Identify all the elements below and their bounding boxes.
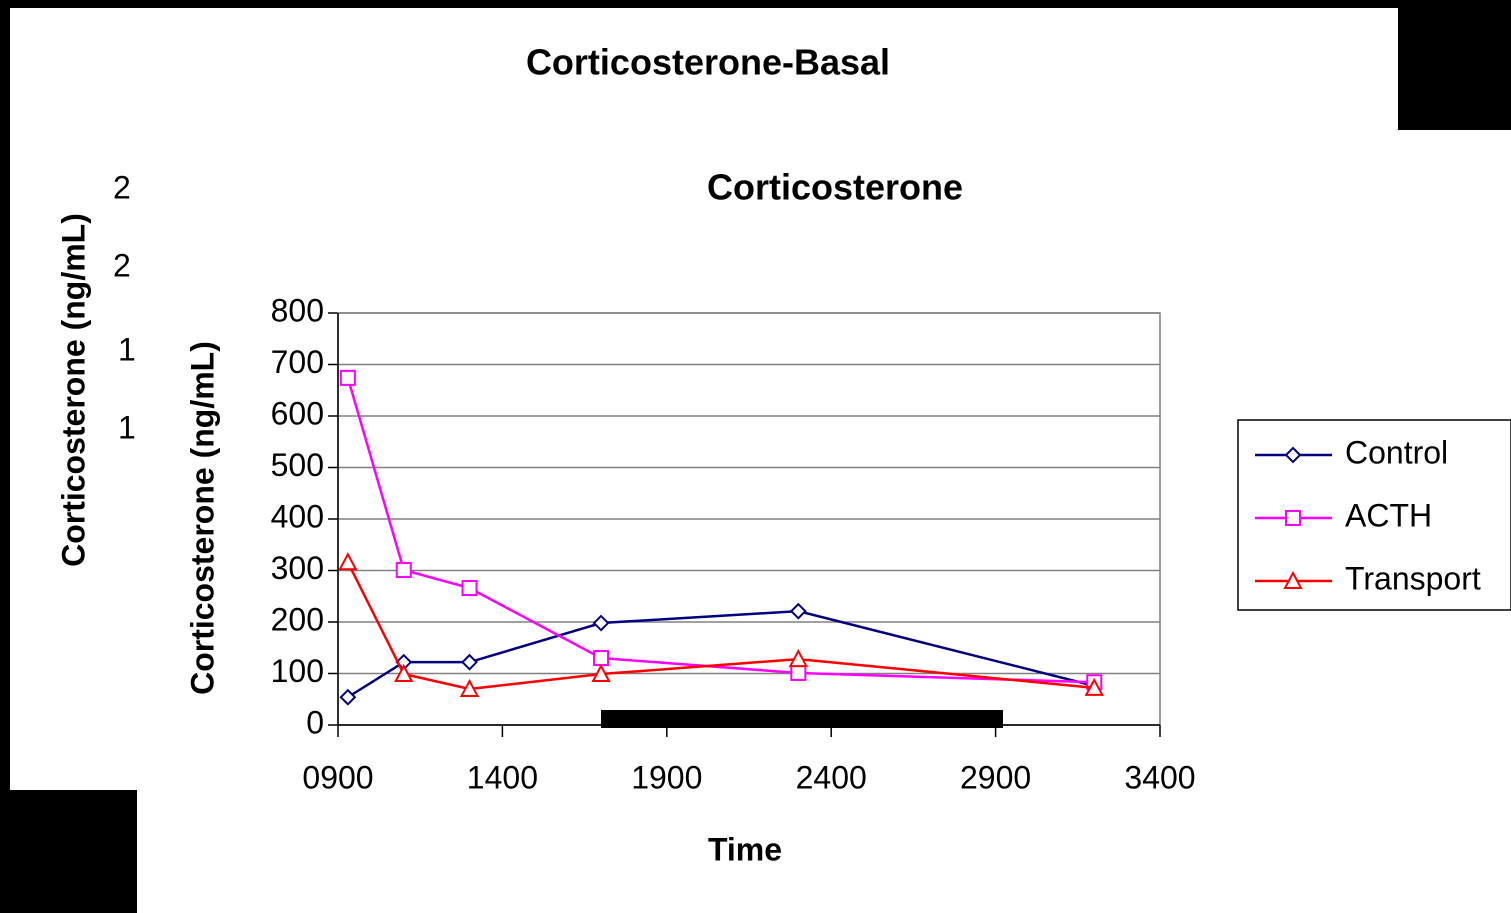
y-tick-label: 700 — [271, 344, 324, 380]
marker — [1283, 570, 1303, 589]
y-tick-label: 300 — [271, 550, 324, 586]
marker — [1084, 677, 1104, 696]
y-tick-label: 400 — [271, 498, 324, 534]
y-tick-label: 0 — [306, 704, 324, 740]
series-line — [346, 377, 1095, 684]
marker — [339, 688, 357, 706]
x-tick-label: 3400 — [1124, 759, 1195, 795]
plot: 0 100 200 300 400 500 600 700 800 0900 1400 1900 240… — [271, 292, 1196, 795]
marker — [394, 663, 414, 683]
marker — [592, 614, 610, 632]
marker — [593, 650, 610, 667]
y-tick-label: 200 — [271, 601, 324, 637]
y-tick-label: 800 — [271, 292, 324, 328]
legend: Control ACTH Transport — [1255, 434, 1481, 596]
back-tick-fragment: 2 — [113, 247, 131, 283]
back-tick-fragment: 1 — [118, 331, 136, 367]
y-tick-label: 600 — [271, 395, 324, 431]
marker — [461, 580, 478, 597]
x-axis-label: Time — [708, 831, 782, 867]
series-line — [346, 561, 1095, 691]
marker — [339, 369, 356, 386]
marker — [1284, 446, 1302, 464]
marker — [395, 561, 412, 578]
night-bar — [601, 710, 1003, 728]
marker — [459, 678, 480, 697]
marker — [338, 552, 358, 571]
back-tick-fragment: 1 — [118, 409, 136, 445]
back-tick-fragment: 2 — [113, 169, 131, 205]
back-title: Corticosterone-Basal — [526, 42, 890, 83]
back-y-label: Corticosterone (ng/mL) — [55, 213, 91, 567]
legend-box — [1237, 419, 1511, 611]
x-tick-label: 2900 — [960, 759, 1031, 795]
marker — [591, 663, 611, 683]
legend-label: Control — [1345, 434, 1448, 470]
marker — [461, 653, 478, 671]
marker — [788, 648, 808, 668]
y-tick-label: 500 — [271, 447, 324, 483]
marker — [789, 602, 807, 620]
chart-title: Corticosterone — [707, 167, 963, 208]
y-tick-label: 100 — [271, 653, 324, 689]
x-tick-label: 1900 — [631, 759, 702, 795]
y-axis-label: Corticosterone (ng/mL) — [184, 341, 220, 695]
legend-label: Transport — [1345, 560, 1481, 596]
legend-label: ACTH — [1345, 497, 1432, 533]
series-line — [347, 609, 1095, 699]
x-tick-label: 1400 — [467, 759, 538, 795]
x-tick-label: 2400 — [796, 759, 867, 795]
marker — [790, 664, 807, 681]
x-tick-label: 0900 — [302, 759, 373, 795]
marker — [1285, 510, 1301, 526]
